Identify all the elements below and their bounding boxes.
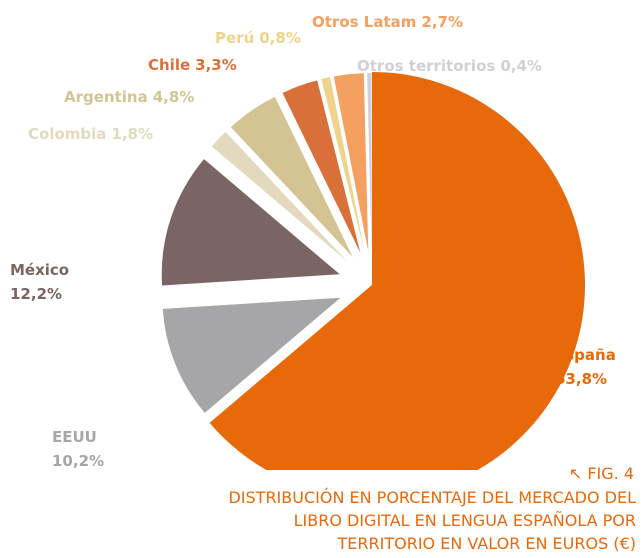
slice-label: México 12,2% — [10, 261, 69, 303]
slice-label: Otros Latam 2,7% — [312, 13, 463, 31]
pie-slice — [162, 297, 341, 413]
chart: España 63,8% EEUU 10,2% México 12,2% Colombia 1… — [10, 13, 616, 470]
pie-slice — [211, 131, 348, 262]
pie-slice — [161, 159, 340, 286]
value-label: 0,4% — [500, 57, 542, 75]
value-label: 1,8% — [111, 125, 153, 143]
value-label: 12,2% — [10, 285, 62, 303]
chart-title: DISTRIBUCIÓN EN PORCENTAJE DEL MERCADO D… — [228, 488, 636, 553]
category-label: Colombia — [28, 125, 106, 143]
category-label: España — [555, 346, 616, 364]
pie-slice — [209, 72, 585, 470]
slice-label: EEUU 10,2% — [52, 428, 104, 470]
slice-label: Chile 3,3% — [148, 56, 237, 74]
slice-label: España 63,8% — [555, 346, 616, 388]
category-label: Perú — [215, 29, 254, 47]
slice-label: Colombia 1,8% — [28, 125, 153, 143]
category-label: Otros Latam — [312, 13, 416, 31]
value-label: 10,2% — [52, 452, 104, 470]
value-label: 2,7% — [421, 13, 463, 31]
pie-slice — [333, 73, 369, 252]
slice-label: Perú 0,8% — [215, 29, 301, 47]
category-label: Chile — [148, 56, 190, 74]
value-label: 63,8% — [555, 370, 607, 388]
category-label: EEUU — [52, 428, 97, 446]
figure-label: ↖ FIG. 4 — [568, 464, 634, 483]
pie-slice — [321, 77, 365, 252]
pie-slice — [367, 73, 372, 252]
category-label: Argentina — [64, 88, 148, 106]
pie-slice — [282, 80, 361, 254]
category-label: México — [10, 261, 69, 279]
pie-slice — [230, 96, 353, 257]
value-label: 0,8% — [259, 29, 301, 47]
slice-label: Argentina 4,8% — [64, 88, 194, 106]
value-label: 3,3% — [195, 56, 237, 74]
slice-label: Otros territorios 0,4% — [357, 57, 542, 75]
category-label: Otros territorios — [357, 57, 495, 75]
value-label: 4,8% — [153, 88, 195, 106]
